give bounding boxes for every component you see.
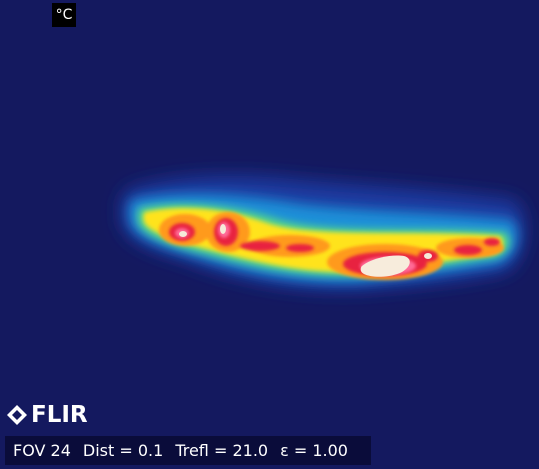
reflected-temperature-value: Trefl = 21.0 [175, 441, 269, 460]
heat-layer-peak [179, 224, 432, 277]
flir-diamond-icon [7, 405, 27, 425]
temperature-unit-label: °C [52, 3, 76, 27]
flir-logo: FLIR [6, 401, 88, 429]
emissivity-value: ε = 1.00 [280, 441, 348, 460]
fov-value: FOV 24 [13, 441, 71, 460]
measurement-parameters-bar: FOV 24 Dist = 0.1 Trefl = 21.0 ε = 1.00 [5, 436, 371, 465]
brand-name: FLIR [31, 402, 88, 428]
distance-value: Dist = 0.1 [82, 441, 164, 460]
